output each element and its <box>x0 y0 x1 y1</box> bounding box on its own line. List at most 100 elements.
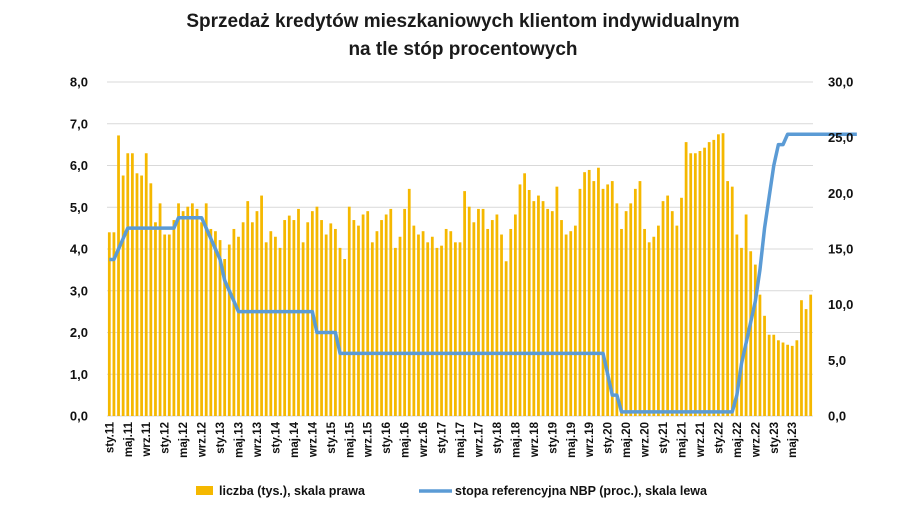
bar <box>140 175 143 416</box>
bar <box>689 153 693 416</box>
bar <box>315 206 319 416</box>
bar <box>338 247 342 416</box>
bar <box>287 215 291 416</box>
bar <box>320 220 323 416</box>
x-tick-label: wrz.19 <box>584 422 596 458</box>
bar <box>578 188 582 416</box>
bar <box>186 206 190 416</box>
chart-title-line-2: na tle stóp procentowych <box>348 39 577 60</box>
bar-series <box>107 133 813 416</box>
legend: liczba (tys.), skala prawa stopa referen… <box>196 484 708 498</box>
right-tick-label: 15,0 <box>828 242 853 257</box>
left-tick-label: 7,0 <box>70 116 88 131</box>
bar <box>680 197 683 416</box>
x-tick-label: wrz.17 <box>473 422 485 458</box>
bar <box>241 222 245 416</box>
x-tick-label: sty.17 <box>437 422 449 454</box>
bar <box>744 214 748 416</box>
legend-swatch-bars <box>196 486 213 495</box>
bar <box>546 208 550 416</box>
right-tick-label: 10,0 <box>828 297 853 312</box>
bar <box>481 208 485 416</box>
left-tick-label: 6,0 <box>70 158 88 173</box>
right-tick-label: 20,0 <box>828 186 853 201</box>
bar <box>154 222 157 416</box>
rate-line <box>109 132 857 414</box>
bar <box>670 211 674 416</box>
bar <box>712 139 716 416</box>
bar <box>809 294 813 416</box>
bar <box>541 201 545 416</box>
bar <box>375 231 379 416</box>
bar <box>647 242 651 416</box>
bar <box>357 225 360 416</box>
bar <box>117 135 120 416</box>
bar <box>569 231 573 416</box>
bar <box>435 247 439 416</box>
bar <box>250 222 254 416</box>
bar <box>366 211 370 416</box>
bar <box>158 203 162 416</box>
bar <box>537 195 540 416</box>
x-tick-label: maj.21 <box>676 421 688 457</box>
right-axis: 0,0 5,0 10,0 15,0 20,0 25,0 30,0 <box>828 75 853 424</box>
bar <box>463 191 466 416</box>
bar <box>693 153 697 416</box>
bar <box>306 222 310 416</box>
bar <box>380 220 383 416</box>
bar <box>204 203 208 416</box>
x-tick-label: sty.13 <box>215 422 227 454</box>
x-tick-label: maj.17 <box>455 422 467 458</box>
bar <box>735 234 739 416</box>
bar <box>223 259 227 416</box>
right-tick-label: 30,0 <box>828 75 853 90</box>
bar <box>606 184 610 416</box>
bar <box>804 309 808 416</box>
bar <box>237 236 240 416</box>
bar <box>675 225 679 416</box>
bar <box>707 142 711 416</box>
bar <box>786 344 790 416</box>
bar <box>274 236 277 416</box>
bar <box>130 153 134 416</box>
left-axis: 0,0 1,0 2,0 3,0 4,0 5,0 6,0 7,0 8,0 <box>70 75 88 424</box>
left-tick-label: 1,0 <box>70 367 88 382</box>
bar <box>144 153 148 416</box>
x-tick-label: sty.23 <box>769 422 781 454</box>
bar <box>587 169 591 416</box>
bar <box>749 251 753 416</box>
bar <box>246 201 250 416</box>
bar <box>361 214 365 416</box>
bar <box>417 234 420 416</box>
bar <box>527 189 531 416</box>
bar <box>726 181 730 416</box>
bar <box>564 234 568 416</box>
x-tick-label: wrz.21 <box>695 421 707 458</box>
bar <box>264 242 268 416</box>
bar <box>334 228 337 416</box>
x-tick-label: sty.21 <box>658 421 670 453</box>
bar <box>721 133 725 416</box>
x-tick-label: maj.15 <box>344 421 356 457</box>
bar <box>772 334 776 416</box>
bar <box>426 242 430 416</box>
bar <box>283 220 287 416</box>
x-tick-label: wrz.16 <box>418 422 430 458</box>
bar <box>555 186 559 416</box>
bar <box>753 264 757 416</box>
bar <box>490 220 494 416</box>
bar <box>329 223 333 416</box>
bar <box>135 173 139 416</box>
bar <box>209 228 213 416</box>
right-tick-label: 0,0 <box>828 409 846 424</box>
bar <box>495 214 499 416</box>
bar <box>227 244 231 416</box>
bar <box>301 242 305 416</box>
bar <box>218 240 222 416</box>
bar <box>370 242 374 416</box>
chart-title-line-1: Sprzedaż kredytów mieszkaniowych kliento… <box>186 11 739 32</box>
left-tick-label: 0,0 <box>70 409 88 424</box>
bar <box>324 234 328 416</box>
x-tick-label: wrz.13 <box>252 422 264 458</box>
x-tick-label: sty.19 <box>547 422 559 454</box>
